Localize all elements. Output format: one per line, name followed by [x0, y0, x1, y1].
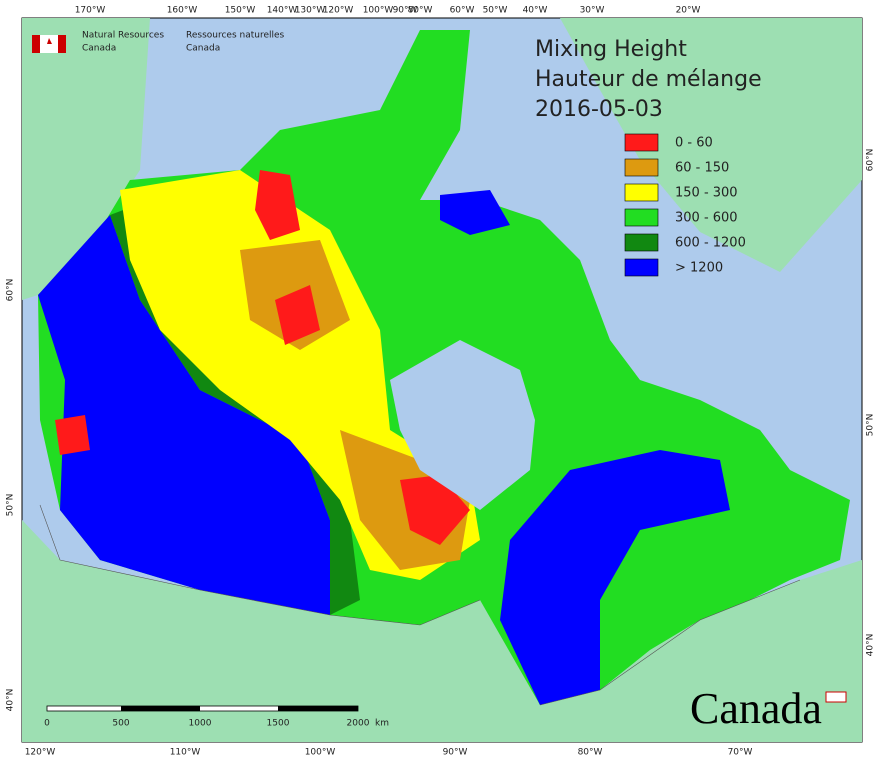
graticule-label-top: 60°W [450, 6, 475, 16]
scale-bar [46, 705, 359, 712]
graticule-label-top: 50°W [483, 6, 508, 16]
graticule-label-top: 140°W [267, 6, 298, 16]
graticule-label-bottom: 80°W [578, 748, 603, 758]
usa [22, 520, 862, 742]
legend-swatch [624, 233, 659, 252]
graticule-label-top: 30°W [580, 6, 605, 16]
scale-bar-segment [121, 706, 200, 711]
title: 2016-05-03 [535, 97, 663, 122]
hudson-bay [390, 340, 535, 510]
graticule-label-top: 170°W [75, 6, 106, 16]
graticule-label-top: 90°W [393, 6, 418, 16]
agency-en: Canada [82, 44, 116, 54]
region-gt1200-east [440, 190, 730, 705]
legend-label: 600 - 1200 [675, 236, 746, 251]
legend-swatch [624, 258, 659, 277]
flag-bar [58, 35, 66, 53]
legend-swatch [624, 183, 659, 202]
graticule-label-bottom: 70°W [728, 748, 753, 758]
region-0-60 [55, 170, 470, 545]
legend-swatch [624, 208, 659, 227]
scale-tick-label: 0 [44, 719, 50, 729]
legend-label: 300 - 600 [675, 211, 738, 226]
graticule-label-left: 60°N [6, 279, 16, 302]
graticule-label-bottom: 100°W [305, 748, 336, 758]
alaska [22, 18, 150, 300]
wordmark-flag [825, 691, 847, 703]
wordmark: Canada [690, 684, 822, 733]
graticule-label-top: 40°W [523, 6, 548, 16]
graticule-label-bottom: 110°W [170, 748, 201, 758]
graticule-label-top: 160°W [167, 6, 198, 16]
legend-label: > 1200 [675, 261, 723, 276]
legend-swatch [624, 158, 659, 177]
scale-bar-segment [278, 706, 358, 711]
graticule-label-top: 20°W [676, 6, 701, 16]
graticule-label-right: 50°N [866, 414, 876, 437]
scale-tick-label: 1000 [189, 719, 212, 729]
legend-label: 0 - 60 [675, 136, 713, 151]
graticule-label-top: 150°W [225, 6, 256, 16]
region-gt1200-west [38, 215, 330, 615]
agency-fr: Canada [186, 44, 220, 54]
graticule-label-left: 40°N [6, 689, 16, 712]
graticule-label-right: 60°N [866, 149, 876, 172]
graticule-label-left: 50°N [6, 494, 16, 517]
greenland [560, 18, 862, 272]
graticule-label-right: 40°N [866, 634, 876, 657]
legend-label: 150 - 300 [675, 186, 738, 201]
title: Mixing Height [535, 37, 687, 62]
flag-bar [32, 35, 40, 53]
scale-tick-label: 2000 [347, 719, 370, 729]
border [39, 504, 801, 706]
legend-swatch [624, 133, 659, 152]
scale-tick-label: 500 [112, 719, 129, 729]
graticule-label-top: 100°W [363, 6, 394, 16]
agency-fr: Ressources naturelles [186, 31, 285, 41]
flag-logo [32, 35, 847, 703]
scale-unit: km [375, 719, 389, 729]
scale-tick-label: 1500 [267, 719, 290, 729]
graticule-label-bottom: 90°W [443, 748, 468, 758]
graticule-label-top: 120°W [323, 6, 354, 16]
agency-en: Natural Resources [82, 31, 164, 41]
title: Hauteur de mélange [535, 67, 762, 92]
graticule-label-top: 130°W [295, 6, 326, 16]
legend-label: 60 - 150 [675, 161, 729, 176]
graticule-label-bottom: 120°W [25, 748, 56, 758]
flag-leaf [47, 38, 52, 44]
graticule-label-top: 80°W [408, 6, 433, 16]
